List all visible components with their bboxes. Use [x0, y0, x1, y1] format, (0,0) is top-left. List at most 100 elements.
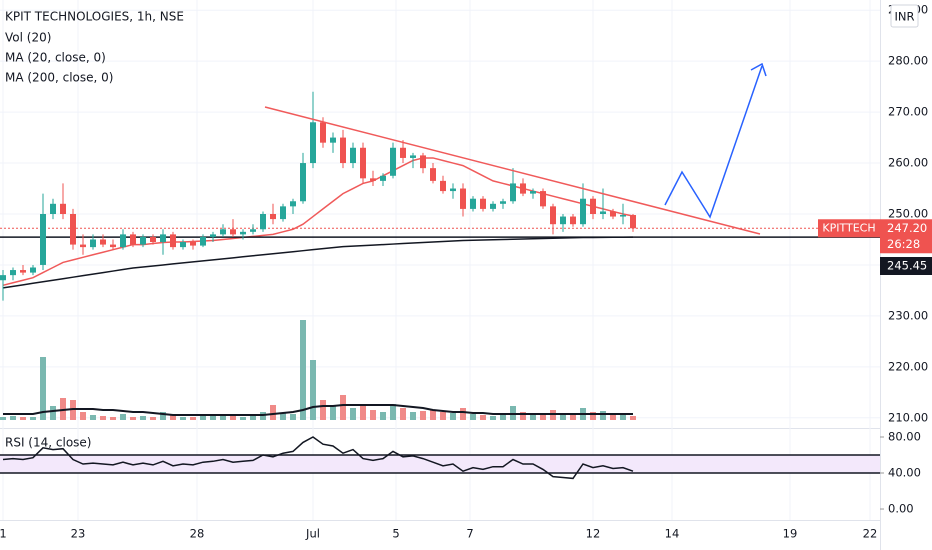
candle-body: [0, 275, 6, 281]
volume-bar: [350, 408, 356, 420]
volume-bar: [220, 414, 226, 420]
candle-body: [20, 270, 26, 273]
candle-body: [170, 234, 176, 248]
y-tick-label: 250.00: [888, 207, 928, 221]
candle-body: [300, 163, 306, 202]
moving-average: [2, 236, 634, 289]
candle-body: [610, 211, 616, 217]
volume-bar: [340, 395, 346, 420]
candle-body: [520, 183, 526, 194]
rsi-line: [2, 436, 634, 480]
volume-bar: [590, 412, 596, 420]
candle-body: [190, 242, 196, 246]
candle-body: [570, 216, 576, 225]
candle-body: [120, 234, 126, 248]
x-tick-label: Jul: [305, 527, 320, 541]
volume-bar: [30, 417, 36, 420]
volume-bar: [420, 411, 426, 420]
volume-bar: [610, 415, 616, 420]
candle-body: [200, 236, 206, 246]
volume-bar: [250, 416, 256, 420]
candle-body: [160, 234, 166, 243]
candle-body: [140, 236, 146, 245]
arrow-head: [750, 62, 767, 77]
volume-bar: [630, 416, 636, 420]
candle-body: [420, 155, 426, 169]
volume-bar: [40, 357, 46, 420]
candle-body: [400, 147, 406, 158]
x-tick-label: 19: [783, 527, 798, 541]
candle-body: [380, 175, 386, 181]
candle-body: [270, 214, 276, 220]
moving-average: [2, 157, 634, 287]
ma200-price-label: 245.45: [887, 259, 927, 273]
volume-bar: [200, 415, 206, 420]
y-tick-label: 260.00: [888, 156, 928, 170]
volume-bar: [140, 416, 146, 420]
candle-body: [100, 239, 106, 245]
volume-bar: [310, 360, 316, 420]
volume-bar: [270, 405, 276, 420]
x-tick-label: 12: [586, 527, 601, 541]
currency[interactable]: INR: [895, 10, 915, 24]
volume-bar: [530, 415, 536, 420]
candle-body: [130, 234, 136, 245]
legend-ma20: MA (20, close, 0): [5, 51, 106, 65]
legend-volume: Vol (20): [5, 31, 51, 45]
candle-body: [280, 206, 286, 220]
volume-bar: [330, 406, 336, 420]
volume-bar: [440, 412, 446, 420]
volume-bar: [600, 411, 606, 420]
candle-body: [90, 239, 96, 248]
volume-bar: [520, 412, 526, 420]
candle-body: [560, 216, 566, 225]
volume-bar: [620, 414, 626, 420]
volume-bar: [20, 417, 26, 420]
candle-body: [210, 234, 216, 237]
volume-bar: [430, 410, 436, 420]
price-tag: KPITTECH 247.20 26:28 245.45: [818, 219, 932, 275]
candle-body: [60, 203, 66, 214]
candle-body: [500, 201, 506, 204]
candle-body: [150, 236, 156, 243]
y-tick-label: 230.00: [888, 308, 928, 322]
volume-bar: [490, 416, 496, 420]
candle-body: [390, 147, 396, 176]
candle-body: [330, 137, 336, 143]
volume-bar: [470, 414, 476, 420]
x-tick-label: 22: [863, 527, 878, 541]
volume-bar: [400, 408, 406, 420]
y-tick-label: 270.00: [888, 105, 928, 119]
candle-body: [50, 203, 56, 214]
volume-bar: [190, 417, 196, 420]
rsi-tick-label: 0.00: [888, 502, 914, 516]
volume-bar: [380, 412, 386, 420]
candle-body: [410, 155, 416, 158]
volume-bar: [410, 412, 416, 420]
currency-box[interactable]: [890, 4, 919, 28]
volume-bar: [10, 416, 16, 420]
volume-bar: [560, 414, 566, 420]
candle-body: [10, 270, 16, 276]
volume-bar: [130, 417, 136, 420]
ma200-price-box: [880, 257, 932, 275]
volume-bar: [460, 408, 466, 420]
volume-bar: [120, 414, 126, 420]
volume-bar: [230, 415, 236, 420]
volume-bar: [110, 417, 116, 420]
volume-ma: [3, 404, 633, 416]
candle-body: [580, 198, 586, 225]
volume-bar: [50, 406, 56, 420]
volume-bar: [570, 415, 576, 420]
volume-bar: [500, 415, 506, 420]
candle-body: [340, 137, 346, 164]
volume-bar: [210, 416, 216, 420]
volume-bar: [300, 320, 306, 420]
symbol-tag-label: KPITTECH: [822, 221, 875, 234]
candle-body: [80, 244, 86, 248]
x-tick-label: 14: [665, 527, 680, 541]
countdown-label: 26:28: [887, 237, 920, 251]
candle-body: [180, 242, 186, 248]
volume-bar: [390, 404, 396, 420]
symbol-tag: [818, 219, 880, 238]
